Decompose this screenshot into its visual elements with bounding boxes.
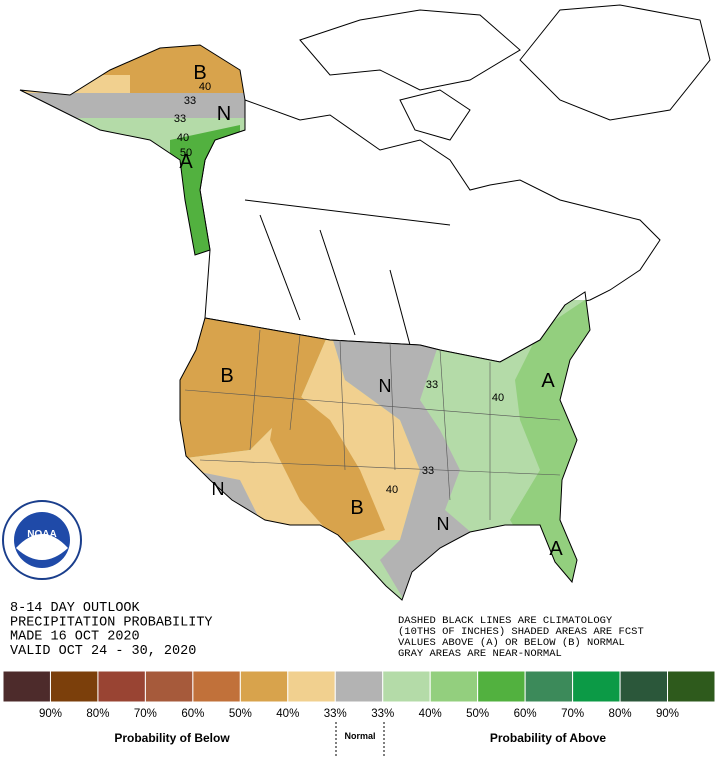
region-label: 33: [184, 95, 196, 107]
legend-swatch: [239, 670, 289, 703]
legend-swatch: [667, 670, 716, 703]
outlook-note: (10THS OF INCHES) SHADED AREAS ARE FCST: [398, 626, 644, 638]
legend-label: 70%: [134, 708, 157, 720]
legend-swatch: [572, 670, 621, 703]
legend-label: 40%: [276, 708, 299, 720]
legend-swatch: [382, 670, 431, 703]
noaa-logo: NOAA: [2, 500, 82, 580]
legend-label: 80%: [609, 708, 632, 720]
legend-label: 33%: [324, 708, 347, 720]
region-label: B: [220, 365, 233, 387]
region-label: 40: [199, 81, 211, 93]
legend-label: 40%: [419, 708, 442, 720]
legend-label: 90%: [39, 708, 62, 720]
land: [199, 4, 711, 363]
legend-swatch: [287, 670, 336, 703]
region-label: 33: [426, 379, 438, 391]
legend-title-above: Probability of Above: [490, 731, 607, 745]
region-label: N: [379, 376, 392, 396]
legend-label: 33%: [371, 708, 394, 720]
region-label: N: [217, 103, 231, 125]
legend-title-below: Probability of Below: [114, 731, 230, 745]
region-label: 40: [492, 392, 504, 404]
legend-swatch: [2, 670, 51, 703]
legend-label: 90%: [656, 708, 679, 720]
logo-text: NOAA: [27, 529, 56, 540]
outlook-info: PRECIPITATION PROBABILITY: [10, 615, 213, 630]
legend-swatch: [477, 670, 526, 703]
legend-label: 60%: [181, 708, 204, 720]
legend-swatch: [192, 670, 241, 703]
outlook-info: 8-14 DAY OUTLOOK: [10, 601, 141, 616]
outlook-note: DASHED BLACK LINES ARE CLIMATOLOGY: [398, 615, 613, 627]
legend-label: 80%: [86, 708, 109, 720]
legend-swatch: [334, 670, 384, 703]
alaska-outline: [19, 44, 246, 256]
region-label: A: [179, 151, 193, 173]
region-label: 40: [177, 132, 189, 144]
region-label: N: [437, 514, 450, 534]
region-label: N: [212, 479, 225, 499]
outlook-note: GRAY AREAS ARE NEAR-NORMAL: [398, 648, 562, 660]
outlook-note: VALUES ABOVE (A) OR BELOW (B) NORMAL: [398, 637, 625, 649]
legend-swatch: [144, 670, 194, 703]
legend-swatch: [524, 670, 574, 703]
region-label: A: [549, 538, 563, 560]
region-label: B: [193, 62, 206, 84]
region-label: 33: [422, 465, 434, 477]
state-lines: [184, 329, 561, 520]
legend-swatch: [429, 670, 479, 703]
legend-label: 60%: [514, 708, 537, 720]
outlook-info: MADE 16 OCT 2020: [10, 630, 140, 645]
region-label: A: [541, 370, 555, 392]
legend-label: 50%: [229, 708, 252, 720]
legend-swatch: [49, 670, 99, 703]
legend-title-normal: Normal: [344, 731, 375, 741]
region-label: B: [350, 497, 363, 519]
us-outline: [179, 291, 591, 601]
region-label: 50: [180, 147, 192, 159]
region-label: 40: [386, 484, 398, 496]
region-label: 33: [174, 113, 186, 125]
outlook-info: VALID OCT 24 - 30, 2020: [10, 644, 196, 659]
legend-swatch: [97, 670, 146, 703]
legend-label: 50%: [466, 708, 489, 720]
legend-label: 70%: [561, 708, 584, 720]
legend-swatch: [619, 670, 669, 703]
